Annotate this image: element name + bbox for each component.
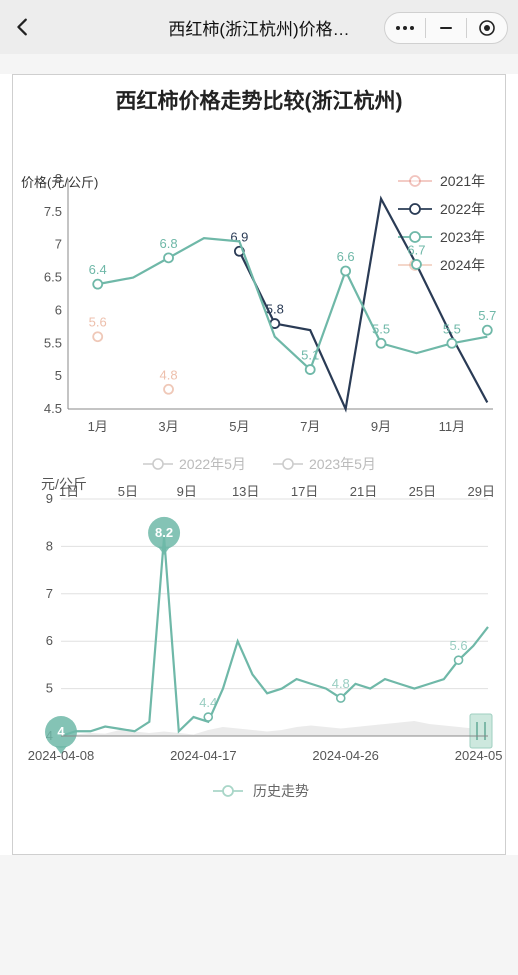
svg-text:6.6: 6.6 <box>337 249 355 264</box>
svg-text:6.5: 6.5 <box>44 270 62 285</box>
svg-text:5.6: 5.6 <box>89 315 107 330</box>
svg-text:4.8: 4.8 <box>332 676 350 691</box>
back-button[interactable] <box>12 16 34 38</box>
svg-text:4.5: 4.5 <box>44 401 62 416</box>
svg-text:3月: 3月 <box>158 419 178 434</box>
svg-text:17日: 17日 <box>291 484 318 499</box>
chart-card: 西红柿价格走势比较(浙江杭州) 价格(元/公斤)2021年2022年2023年2… <box>12 74 506 855</box>
svg-text:5: 5 <box>46 681 53 696</box>
svg-text:29日: 29日 <box>468 484 495 499</box>
svg-text:6.4: 6.4 <box>89 262 107 277</box>
header: 西红柿(浙江杭州)价格… <box>0 0 518 54</box>
svg-text:5.5: 5.5 <box>372 321 390 336</box>
legend2-item-label: 2022年5月 <box>179 456 246 472</box>
svg-text:9: 9 <box>46 491 53 506</box>
svg-text:1月: 1月 <box>88 419 108 434</box>
svg-text:4.4: 4.4 <box>199 695 217 710</box>
svg-text:5.5: 5.5 <box>44 335 62 350</box>
svg-text:5.7: 5.7 <box>478 308 496 323</box>
svg-text:8: 8 <box>55 171 62 186</box>
content: 西红柿价格走势比较(浙江杭州) 价格(元/公斤)2021年2022年2023年2… <box>0 74 518 855</box>
svg-text:13日: 13日 <box>232 484 259 499</box>
legend-item-label: 2024年 <box>440 257 485 273</box>
svg-text:5: 5 <box>55 368 62 383</box>
menu-button[interactable] <box>385 13 425 43</box>
svg-text:6: 6 <box>46 633 53 648</box>
dots-icon <box>395 25 415 31</box>
svg-text:8.2: 8.2 <box>155 525 173 540</box>
svg-text:21日: 21日 <box>350 484 377 499</box>
target-icon <box>478 19 496 37</box>
legend2-item-label: 2023年5月 <box>309 456 376 472</box>
legend-item-label: 2021年 <box>440 173 485 189</box>
svg-text:6.7: 6.7 <box>407 242 425 257</box>
svg-text:6.8: 6.8 <box>160 236 178 251</box>
chart2: 2022年5月2023年5月元/公斤4567891日5日9日13日17日21日2… <box>13 444 505 824</box>
chart1-title: 西红柿价格走势比较(浙江杭州) <box>13 85 505 115</box>
chart1: 价格(元/公斤)2021年2022年2023年2024年4.555.566.57… <box>13 119 505 444</box>
svg-text:5.1: 5.1 <box>301 348 319 363</box>
svg-text:5.6: 5.6 <box>450 638 468 653</box>
svg-text:25日: 25日 <box>409 484 436 499</box>
chart1-svg: 价格(元/公斤)2021年2022年2023年2024年4.555.566.57… <box>13 119 503 444</box>
miniprogram-capsule <box>384 12 508 44</box>
svg-text:1日: 1日 <box>59 484 79 499</box>
svg-text:7.5: 7.5 <box>44 204 62 219</box>
svg-text:7: 7 <box>55 237 62 252</box>
svg-text:5月: 5月 <box>229 419 249 434</box>
svg-text:5.8: 5.8 <box>266 302 284 317</box>
chart2-svg: 2022年5月2023年5月元/公斤4567891日5日9日13日17日21日2… <box>13 444 503 824</box>
svg-text:8: 8 <box>46 538 53 553</box>
svg-text:5.5: 5.5 <box>443 321 461 336</box>
svg-text:2024-04-17: 2024-04-17 <box>170 748 237 763</box>
page-title: 西红柿(浙江杭州)价格… <box>168 15 349 40</box>
svg-text:9月: 9月 <box>371 419 391 434</box>
svg-text:2024-04-26: 2024-04-26 <box>312 748 379 763</box>
svg-text:11月: 11月 <box>439 419 466 434</box>
minus-icon <box>440 27 452 29</box>
svg-text:7月: 7月 <box>300 419 320 434</box>
svg-text:2024-05-05: 2024-05-05 <box>455 748 503 763</box>
close-button[interactable] <box>467 13 507 43</box>
legend-item-label: 2022年 <box>440 201 485 217</box>
svg-text:2024-04-08: 2024-04-08 <box>28 748 95 763</box>
chevron-left-icon <box>12 16 34 38</box>
svg-text:9日: 9日 <box>177 484 197 499</box>
minimize-button[interactable] <box>426 13 466 43</box>
svg-text:5日: 5日 <box>118 484 138 499</box>
svg-text:7: 7 <box>46 586 53 601</box>
svg-text:4.8: 4.8 <box>160 367 178 382</box>
legend-item-label: 2023年 <box>440 229 485 245</box>
bottom-legend-label: 历史走势 <box>253 783 309 799</box>
svg-text:4: 4 <box>57 724 65 739</box>
svg-text:6: 6 <box>55 302 62 317</box>
